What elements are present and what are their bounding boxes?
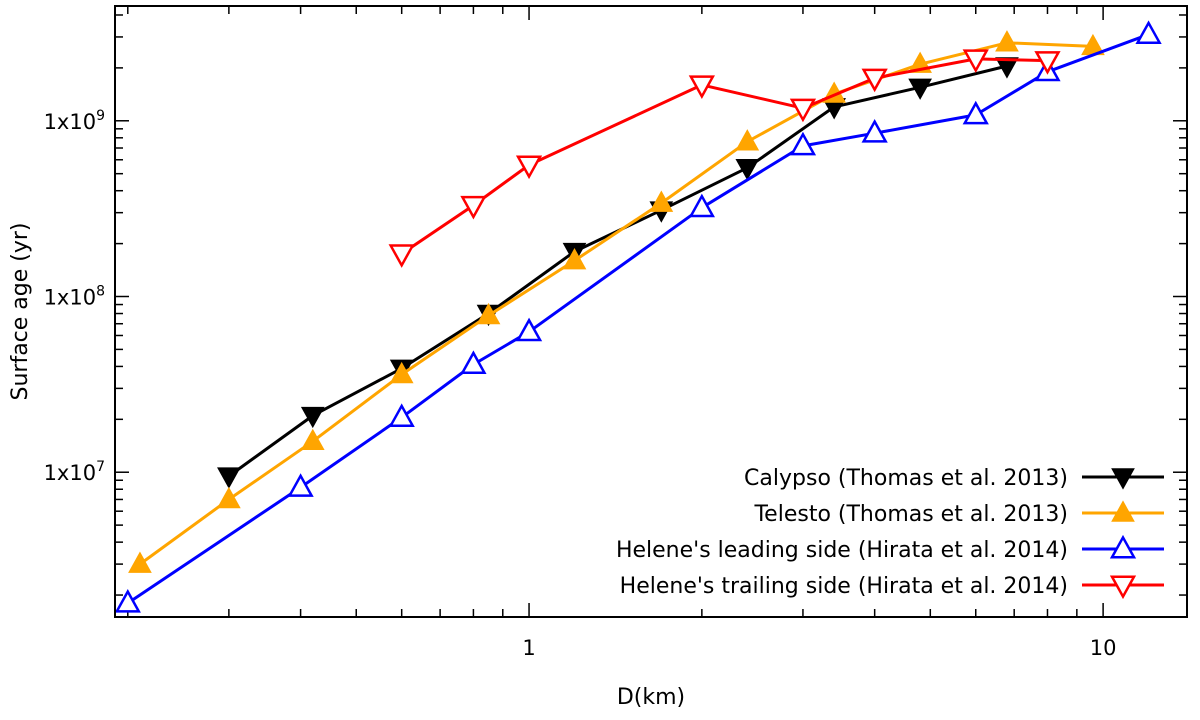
legend-marker bbox=[1111, 468, 1135, 490]
series-2 bbox=[114, 20, 1162, 613]
legend-label: Calypso (Thomas et al. 2013) bbox=[744, 466, 1068, 491]
series-3 bbox=[388, 49, 1061, 268]
y-axis-ticks: 1x107 1x108 1x109 bbox=[44, 14, 1187, 596]
series-line bbox=[139, 41, 1093, 566]
data-point bbox=[861, 119, 888, 143]
legend-label: Helene's trailing side (Hirata et al. 20… bbox=[620, 574, 1068, 599]
data-point bbox=[861, 68, 888, 93]
y-axis-title: Surface age (yr) bbox=[8, 222, 33, 400]
data-point bbox=[908, 78, 932, 100]
data-point bbox=[217, 467, 241, 489]
series-layer bbox=[114, 20, 1162, 613]
data-point bbox=[460, 195, 487, 220]
data-point bbox=[688, 193, 715, 218]
data-point bbox=[460, 350, 487, 375]
data-point bbox=[735, 159, 760, 181]
y-tick-label: 1x109 bbox=[44, 108, 105, 134]
data-point bbox=[995, 57, 1019, 79]
data-point bbox=[388, 403, 415, 427]
data-point bbox=[789, 131, 817, 156]
data-point bbox=[995, 30, 1019, 52]
data-point bbox=[962, 49, 989, 74]
data-point bbox=[128, 551, 152, 573]
legend-marker bbox=[1109, 575, 1137, 600]
legend-label: Telesto (Thomas et al. 2013) bbox=[753, 502, 1068, 527]
data-point bbox=[1135, 20, 1162, 44]
data-point bbox=[300, 428, 325, 451]
data-point bbox=[515, 155, 543, 180]
data-point bbox=[388, 244, 415, 268]
x-axis-title: D(km) bbox=[617, 685, 685, 710]
x-tick-label: 10 bbox=[1090, 636, 1117, 660]
data-point bbox=[515, 317, 543, 342]
data-point bbox=[1034, 51, 1061, 75]
data-point bbox=[962, 100, 989, 125]
data-point bbox=[649, 190, 674, 212]
legend: Calypso (Thomas et al. 2013) Telesto (Tho… bbox=[616, 466, 1164, 600]
data-point bbox=[389, 361, 414, 384]
data-point bbox=[562, 248, 587, 270]
data-point bbox=[735, 129, 760, 151]
data-point bbox=[217, 486, 241, 509]
x-axis-ticks: 1 10 bbox=[127, 6, 1117, 660]
legend-marker bbox=[1109, 534, 1137, 559]
data-point bbox=[688, 75, 715, 100]
data-point bbox=[476, 302, 501, 325]
y-tick-label: 1x108 bbox=[44, 284, 105, 310]
data-point bbox=[287, 473, 314, 497]
data-point bbox=[789, 98, 817, 123]
data-point bbox=[300, 406, 325, 429]
legend-marker bbox=[1111, 500, 1135, 522]
x-tick-label: 1 bbox=[522, 636, 535, 660]
series-1 bbox=[128, 30, 1105, 573]
plot-frame bbox=[114, 5, 1188, 618]
y-tick-label: 1x107 bbox=[44, 459, 105, 485]
legend-label: Helene's leading side (Hirata et al. 201… bbox=[616, 538, 1068, 563]
data-point bbox=[114, 588, 141, 613]
